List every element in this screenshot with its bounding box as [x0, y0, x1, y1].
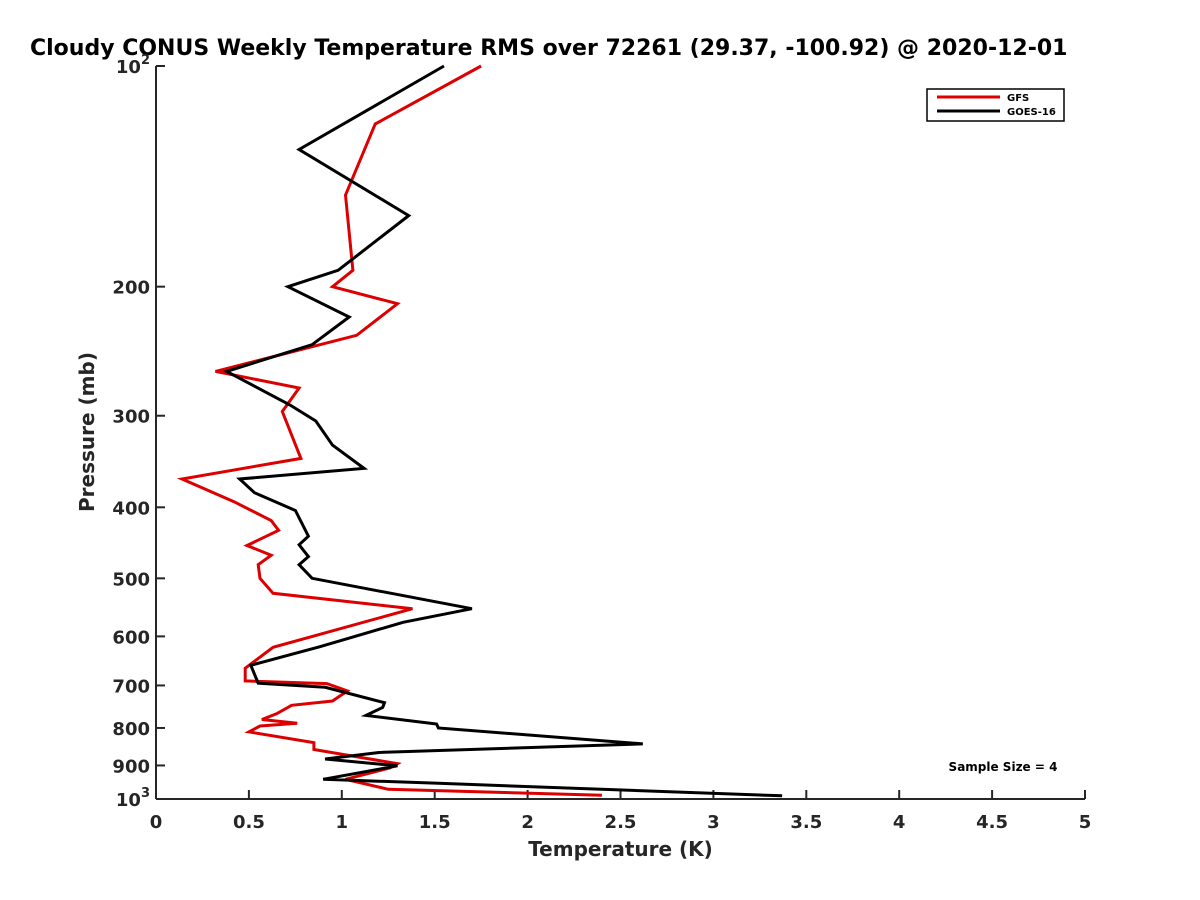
y-axis-label: Pressure (mb) [75, 352, 99, 512]
y-tick-label: 800 [112, 719, 150, 740]
x-tick-label: 1 [336, 812, 349, 833]
x-tick-label: 2 [521, 812, 534, 833]
legend-label-goes-16: GOES-16 [1007, 107, 1056, 118]
y-tick-label: 400 [112, 498, 150, 519]
x-axis-label: Temperature (K) [528, 837, 713, 861]
plot-area: 0 0.5 1 1.5 2 2.5 3 3.5 4 4.5 5 102 200 300 400 500 600 7… [112, 53, 1091, 833]
x-tick-label: 0.5 [233, 812, 265, 833]
y-tick-label: 900 [112, 756, 150, 777]
chart-title: Cloudy CONUS Weekly Temperature RMS over… [30, 36, 1067, 61]
y-tick-label: 300 [112, 407, 150, 428]
legend-label-gfs: GFS [1007, 93, 1029, 104]
series-line-goes-16 [222, 64, 783, 798]
sample-size-annotation: Sample Size = 4 [949, 760, 1058, 774]
x-tick-label: 2.5 [605, 812, 637, 833]
y-tick-label: 102 [116, 53, 150, 78]
x-tick-label: 0 [150, 812, 163, 833]
x-tick-label: 5 [1079, 812, 1092, 833]
legend: GFS GOES-16 [926, 88, 1065, 122]
y-tick-label: 700 [112, 676, 150, 697]
y-tick-label: 500 [112, 569, 150, 590]
x-tick-label: 3 [707, 812, 720, 833]
x-tick-label: 3.5 [790, 812, 822, 833]
y-tick-label: 103 [116, 786, 150, 811]
legend-box [926, 88, 1065, 122]
y-tick-label: 200 [112, 278, 150, 299]
x-tick-label: 1.5 [419, 812, 451, 833]
x-tick-label: 4 [893, 812, 906, 833]
x-tick-label: 4.5 [976, 812, 1008, 833]
y-tick-label: 600 [112, 627, 150, 648]
